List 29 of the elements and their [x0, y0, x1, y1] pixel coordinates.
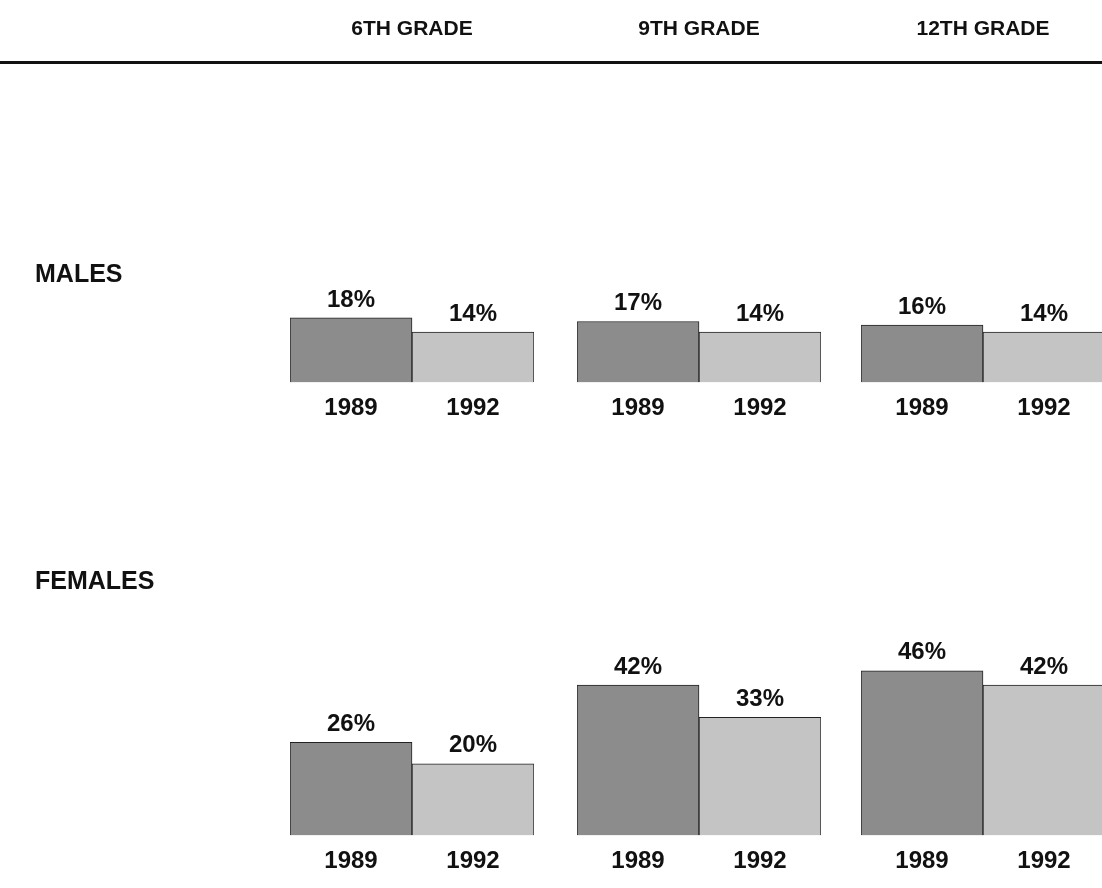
- data-label: 17%: [613, 288, 663, 316]
- x-tick-label: 1989: [324, 393, 378, 421]
- x-tick-label: 1989: [611, 846, 665, 874]
- x-tick-label: 1992: [1017, 846, 1071, 874]
- data-label: 33%: [735, 683, 785, 711]
- data-label: 42%: [613, 651, 663, 679]
- data-label: 20%: [448, 730, 498, 758]
- x-tick-label: 1989: [895, 393, 949, 421]
- chart-title: 12TH GRADE: [916, 16, 1050, 40]
- x-tick-label: 1992: [733, 393, 787, 421]
- y-axis-title: MALES: [35, 259, 123, 288]
- x-tick-label: 1992: [1017, 393, 1071, 421]
- data-label: 14%: [1019, 298, 1069, 326]
- data-label: 16%: [897, 291, 947, 319]
- x-tick-label: 1989: [895, 846, 949, 874]
- x-tick-label: 1989: [611, 393, 665, 421]
- chart-title: 6TH GRADE: [351, 16, 473, 40]
- data-label: 18%: [326, 284, 376, 312]
- data-label: 14%: [448, 298, 498, 326]
- data-label: 14%: [735, 298, 785, 326]
- data-label: 46%: [897, 637, 947, 665]
- y-axis-title: FEMALES: [35, 566, 155, 595]
- x-tick-label: 1992: [446, 393, 500, 421]
- chart-title: 9TH GRADE: [638, 16, 760, 40]
- data-label: 26%: [326, 708, 376, 736]
- x-tick-label: 1992: [446, 846, 500, 874]
- x-tick-label: 1989: [324, 846, 378, 874]
- data-label: 42%: [1019, 651, 1069, 679]
- x-tick-label: 1992: [733, 846, 787, 874]
